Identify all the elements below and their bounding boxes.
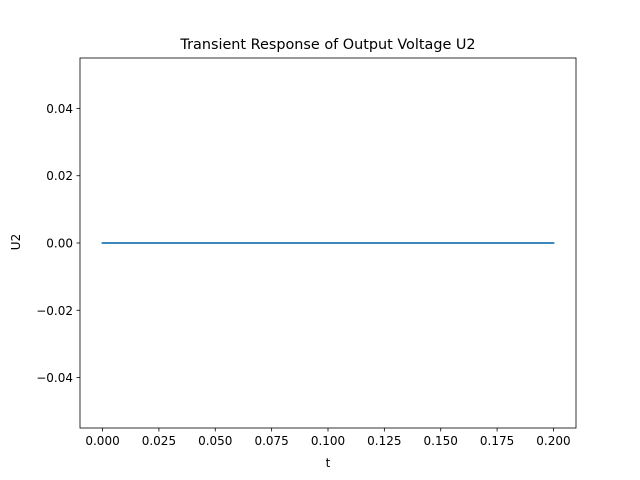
y-tick-label: −0.02	[36, 304, 73, 318]
y-tick-label: 0.00	[46, 237, 73, 251]
x-tick-label: 0.000	[85, 434, 119, 448]
x-tick-label: 0.175	[480, 434, 514, 448]
x-tick-label: 0.200	[536, 434, 570, 448]
x-axis: 0.000 0.025 0.050 0.075 0.100 0.125 0.150 0.175…	[85, 428, 571, 448]
x-axis-label: t	[326, 456, 331, 470]
x-tick-label: 0.100	[311, 434, 345, 448]
y-tick-label: 0.04	[46, 102, 73, 116]
x-tick-label: 0.075	[254, 434, 288, 448]
x-tick-label: 0.125	[367, 434, 401, 448]
x-tick-label: 0.025	[142, 434, 176, 448]
x-tick-label: 0.050	[198, 434, 232, 448]
x-tick-label: 0.150	[424, 434, 458, 448]
y-axis-label: U2	[9, 234, 23, 250]
chart-title: Transient Response of Output Voltage U2	[179, 37, 475, 53]
y-tick-label: 0.02	[46, 169, 73, 183]
axes-frame	[79, 57, 577, 429]
y-axis: −0.04 −0.02 0.00 0.02 0.04	[36, 102, 80, 385]
y-tick-label: −0.04	[36, 371, 73, 385]
